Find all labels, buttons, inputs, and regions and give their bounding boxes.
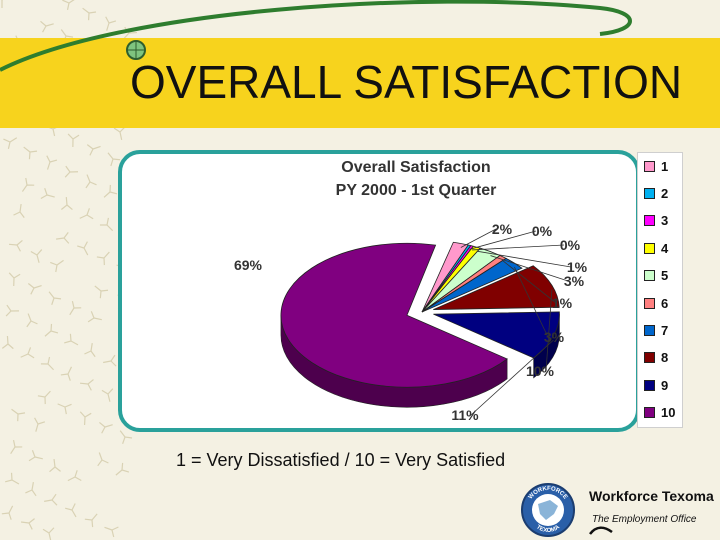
data-label-3: 0% — [560, 237, 581, 253]
legend-item-9: 9 — [644, 377, 668, 393]
data-label-4: 1% — [567, 259, 588, 275]
legend-swatch-4 — [644, 242, 655, 254]
data-label-10: 69% — [234, 257, 263, 273]
slide-title: OVERALL SATISFACTION — [130, 56, 683, 108]
leader-line-8 — [545, 289, 553, 372]
pie-slice-8 — [433, 265, 560, 310]
legend-item-4: 4 — [644, 240, 668, 256]
legend-item-3: 3 — [644, 213, 668, 229]
tagline-swoosh-icon — [589, 526, 613, 535]
legend-item-2: 2 — [644, 185, 668, 201]
legend-swatch-9 — [644, 379, 655, 391]
chart-legend: 1 2 3 4 5 6 7 8 9 10 — [637, 152, 683, 428]
data-label-6: 1% — [552, 295, 573, 311]
chart-title: Overall Satisfaction — [341, 159, 490, 176]
legend-label-8: 8 — [661, 350, 669, 366]
data-label-1: 2% — [492, 221, 513, 237]
scale-caption: 1 = Very Dissatisfied / 10 = Very Satisf… — [176, 450, 506, 470]
legend-label-4: 4 — [661, 240, 669, 256]
leader-line-4 — [476, 250, 572, 268]
legend-label-7: 7 — [661, 322, 669, 338]
leader-line-1 — [460, 228, 497, 248]
data-label-9: 11% — [451, 407, 479, 423]
legend-swatch-10 — [644, 407, 655, 419]
legend-item-10: 10 — [644, 405, 675, 421]
title-band — [0, 38, 720, 128]
leader-line-3 — [472, 244, 565, 251]
legend-label-2: 2 — [661, 185, 669, 201]
legend-item-7: 7 — [644, 322, 668, 338]
data-label-8: 10% — [526, 363, 555, 379]
leader-line-7 — [514, 266, 549, 338]
legend-swatch-6 — [644, 297, 655, 309]
legend-swatch-5 — [644, 270, 655, 282]
data-label-5: 3% — [564, 273, 585, 289]
org-tagline: The Employment Office — [592, 514, 697, 525]
title-swoosh — [0, 0, 632, 72]
legend-item-1: 1 — [644, 158, 668, 174]
legend-item-8: 8 — [644, 350, 668, 366]
legend-item-6: 6 — [644, 295, 668, 311]
pie-chart: Overall Satisfaction PY 2000 - 1st Quart… — [234, 159, 588, 423]
chart-subtitle: PY 2000 - 1st Quarter — [336, 182, 497, 199]
workforce-texoma-seal-logo: WORKFORCE TEXOMA — [521, 483, 575, 537]
legend-label-5: 5 — [661, 268, 669, 284]
data-label-7: 3% — [544, 329, 565, 345]
legend-label-1: 1 — [661, 158, 669, 174]
svg-text:TEXOMA: TEXOMA — [535, 524, 562, 534]
legend-label-9: 9 — [661, 377, 669, 393]
leader-line-6 — [502, 260, 557, 304]
leader-line-2 — [469, 230, 537, 250]
pie-slice-10 — [280, 242, 508, 388]
org-name: Workforce Texoma — [589, 488, 714, 504]
legend-swatch-1 — [644, 160, 655, 172]
legend-item-5: 5 — [644, 268, 668, 284]
legend-label-3: 3 — [661, 213, 669, 229]
legend-label-6: 6 — [661, 295, 669, 311]
leader-line-9 — [470, 339, 554, 416]
legend-label-10: 10 — [661, 405, 676, 421]
data-label-2: 0% — [532, 223, 553, 239]
legend-swatch-7 — [644, 324, 655, 336]
legend-swatch-3 — [644, 215, 655, 227]
leader-line-5 — [490, 255, 569, 282]
legend-swatch-8 — [644, 352, 655, 364]
legend-swatch-2 — [644, 187, 655, 199]
